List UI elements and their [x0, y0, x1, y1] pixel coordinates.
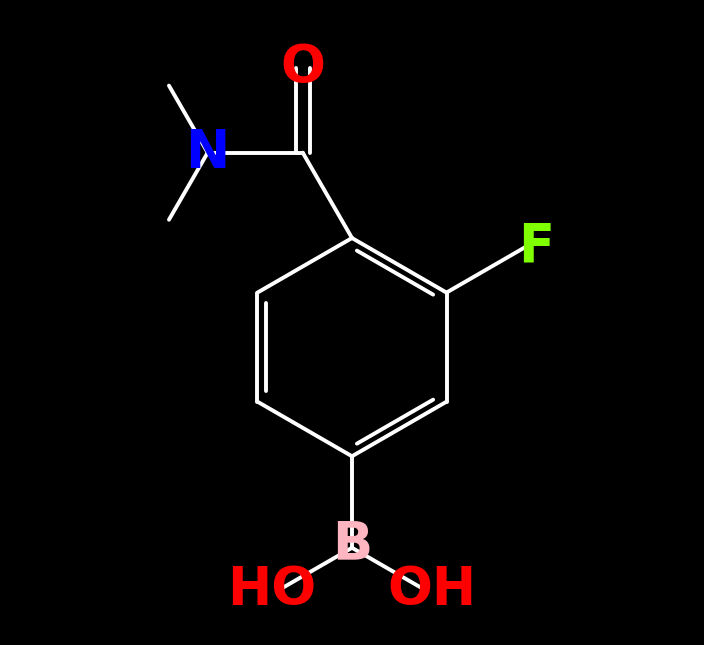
- Text: O: O: [280, 42, 325, 94]
- Text: HO: HO: [227, 564, 316, 616]
- Text: N: N: [186, 126, 230, 179]
- Text: F: F: [518, 221, 554, 273]
- Text: B: B: [332, 519, 372, 570]
- Text: OH: OH: [388, 564, 477, 616]
